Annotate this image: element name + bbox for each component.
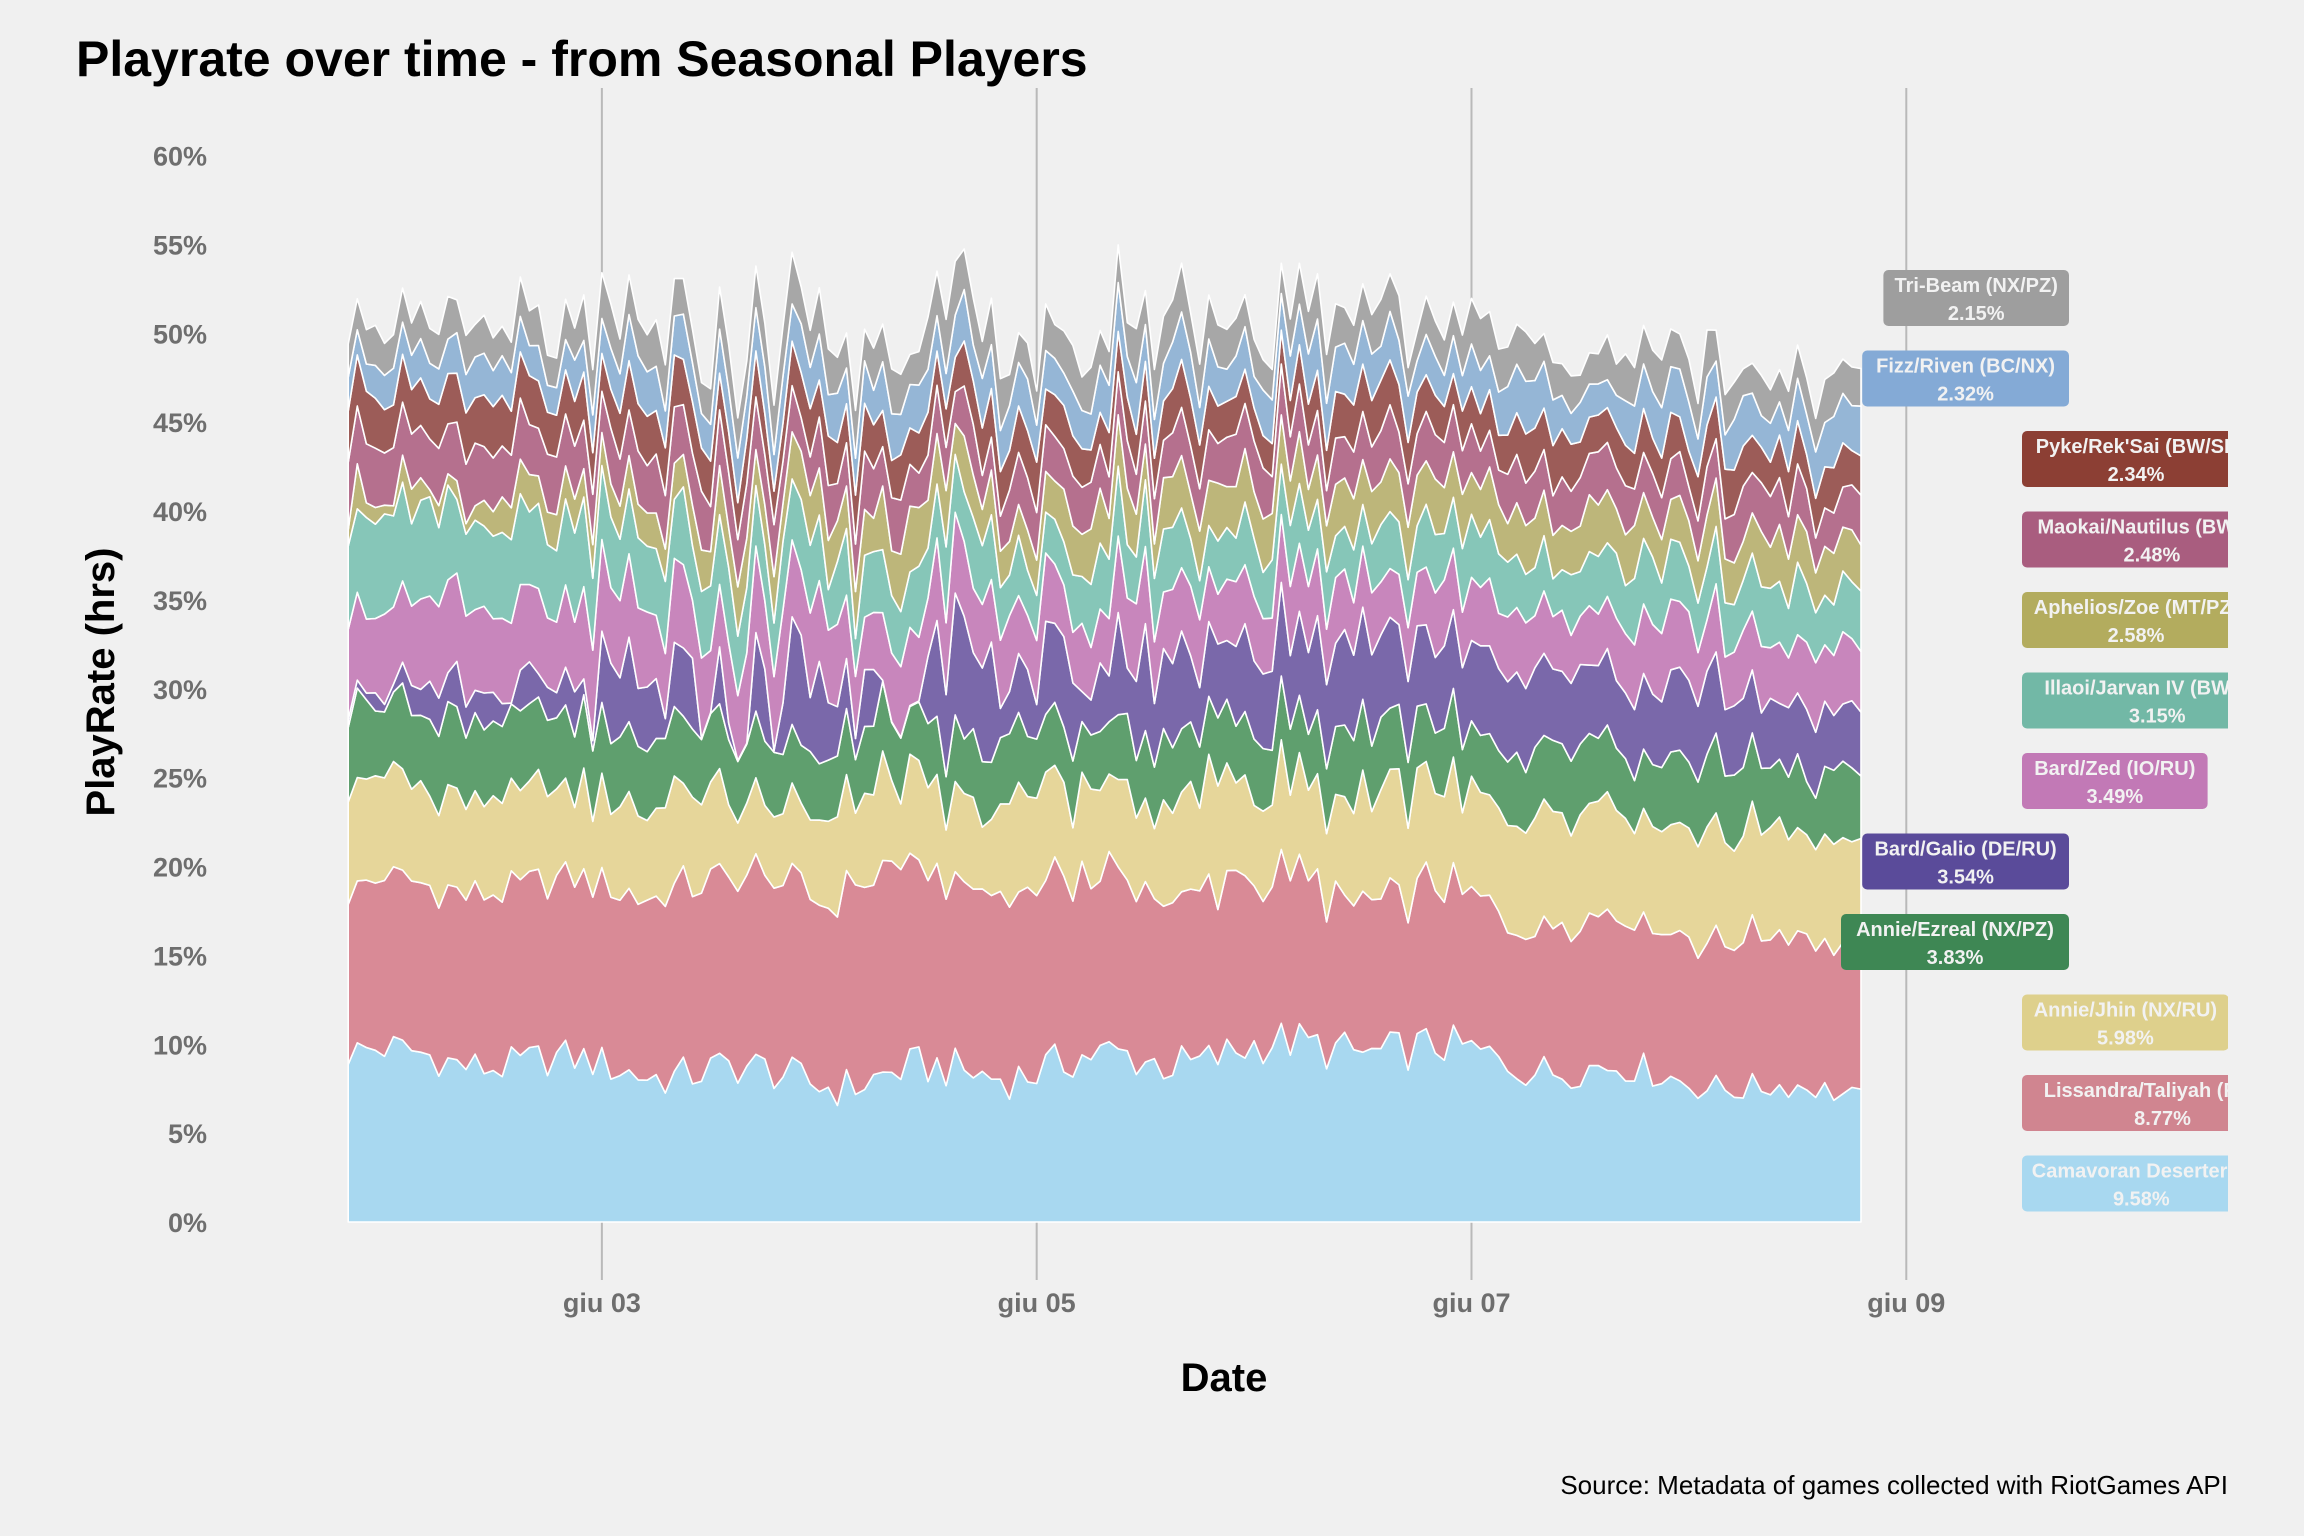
y-tick-label: 40% [153, 497, 207, 527]
y-tick-label: 30% [153, 675, 207, 705]
series-end-labels: Tri-Beam (NX/PZ) 2.15% Fizz/Riven (BC/NX) 2… [1841, 270, 2281, 1212]
series-label-box [2022, 1075, 2228, 1131]
series-label-box [2022, 511, 2228, 568]
series-label-name: Annie/Ezreal (NX/PZ) [1856, 919, 2054, 941]
series-label-name: Bard/Zed (IO/RU) [2034, 758, 2195, 780]
series-label-value: 3.54% [1937, 867, 1994, 889]
series-label-box [2022, 672, 2228, 729]
y-tick-label: 60% [153, 142, 207, 172]
x-tick-label: giu 03 [563, 1288, 641, 1318]
series-label-value: 2.34% [2108, 464, 2165, 486]
series-label: Maokai/Nautilus (BW/SI) 2.48% [2022, 511, 2266, 568]
y-tick-label: 35% [153, 586, 207, 616]
series-label: Bard/Zed (IO/RU) 3.49% [2022, 753, 2208, 809]
series-label-value: 3.83% [1927, 947, 1984, 969]
x-axis-tick-labels: giu 03 giu 05 giu 07 giu 09 [563, 1288, 1945, 1318]
y-tick-label: 15% [153, 941, 207, 971]
series-label-box [2022, 592, 2228, 648]
area-series-12 [347, 244, 1862, 459]
series-label-value: 8.77% [2134, 1108, 2191, 1130]
y-tick-label: 55% [153, 230, 207, 260]
x-tick-label: giu 05 [998, 1288, 1076, 1318]
series-label: Illaoi/Jarvan IV (BW/DE) 3.15% [2022, 672, 2270, 729]
series-label-box [2022, 753, 2208, 809]
x-tick-label: giu 07 [1432, 1288, 1510, 1318]
y-tick-label: 10% [153, 1030, 207, 1060]
y-axis-tick-labels: 0% 5% 10% 15% 20% 25% 30% 35% 40% 45% 50% 55% 60% [153, 142, 207, 1238]
series-label-name: Lissandra/Taliyah (FR/SI) [2044, 1080, 2281, 1102]
series-label: Pyke/Rek'Sai (BW/SI) 2.34% [2022, 431, 2236, 487]
series-label: Annie/Jhin (NX/RU) 5.98% [2022, 994, 2228, 1051]
series-label-name: Camavoran Deserters ( [2032, 1161, 2251, 1183]
series-label-box [2022, 994, 2228, 1051]
chart-title: Playrate over time - from Seasonal Playe… [76, 31, 1088, 87]
x-tick-label: giu 09 [1867, 1288, 1945, 1318]
series-label-name: Annie/Jhin (NX/RU) [2034, 1000, 2217, 1022]
series-label-name: Bard/Galio (DE/RU) [1874, 839, 2056, 861]
series-label-box [1862, 350, 2069, 407]
y-tick-label: 50% [153, 319, 207, 349]
series-label-value: 5.98% [2097, 1028, 2154, 1050]
y-tick-label: 25% [153, 764, 207, 794]
chart-caption: Source: Metadata of games collected with… [1560, 1470, 2228, 1500]
series-label: Lissandra/Taliyah (FR/SI) 8.77% [2022, 1075, 2281, 1131]
series-label-name: Fizz/Riven (BC/NX) [1876, 356, 2055, 378]
series-label-box [1883, 270, 2069, 326]
series-label-value: 2.32% [1937, 384, 1994, 406]
series-label-box [1841, 914, 2069, 970]
series-label: Aphelios/Zoe (MT/PZ) 2.58% [2022, 592, 2238, 648]
series-label: Camavoran Deserters ( 9.58% [2022, 1155, 2251, 1212]
series-label-value: 3.49% [2086, 786, 2143, 808]
series-label-value: 2.15% [1948, 303, 2005, 325]
series-label-name: Aphelios/Zoe (MT/PZ) [2034, 597, 2238, 619]
series-label: Bard/Galio (DE/RU) 3.54% [1862, 833, 2069, 890]
series-label-name: Illaoi/Jarvan IV (BW/DE) [2044, 678, 2270, 700]
series-label-box [2022, 431, 2228, 487]
series-label-value: 2.48% [2124, 545, 2181, 567]
series-label-value: 2.58% [2108, 625, 2165, 647]
y-axis-title: PlayRate (hrs) [79, 548, 123, 817]
series-label: Annie/Ezreal (NX/PZ) 3.83% [1841, 914, 2069, 970]
y-tick-label: 45% [153, 408, 207, 438]
y-tick-label: 0% [168, 1208, 207, 1238]
y-tick-label: 5% [168, 1119, 207, 1149]
series-label-value: 9.58% [2113, 1189, 2170, 1211]
series-label-name: Tri-Beam (NX/PZ) [1895, 275, 2058, 297]
series-label: Fizz/Riven (BC/NX) 2.32% [1862, 350, 2069, 407]
series-label-value: 3.15% [2129, 706, 2186, 728]
series-label: Tri-Beam (NX/PZ) 2.15% [1883, 270, 2069, 326]
series-label-box [2022, 1155, 2228, 1212]
stacked-areas [347, 244, 1862, 1223]
x-axis-title: Date [1181, 1356, 1268, 1400]
series-label-name: Pyke/Rek'Sai (BW/SI) [2036, 436, 2236, 458]
series-label-name: Maokai/Nautilus (BW/SI) [2037, 517, 2266, 539]
series-label-box [1862, 833, 2069, 890]
y-tick-label: 20% [153, 853, 207, 883]
